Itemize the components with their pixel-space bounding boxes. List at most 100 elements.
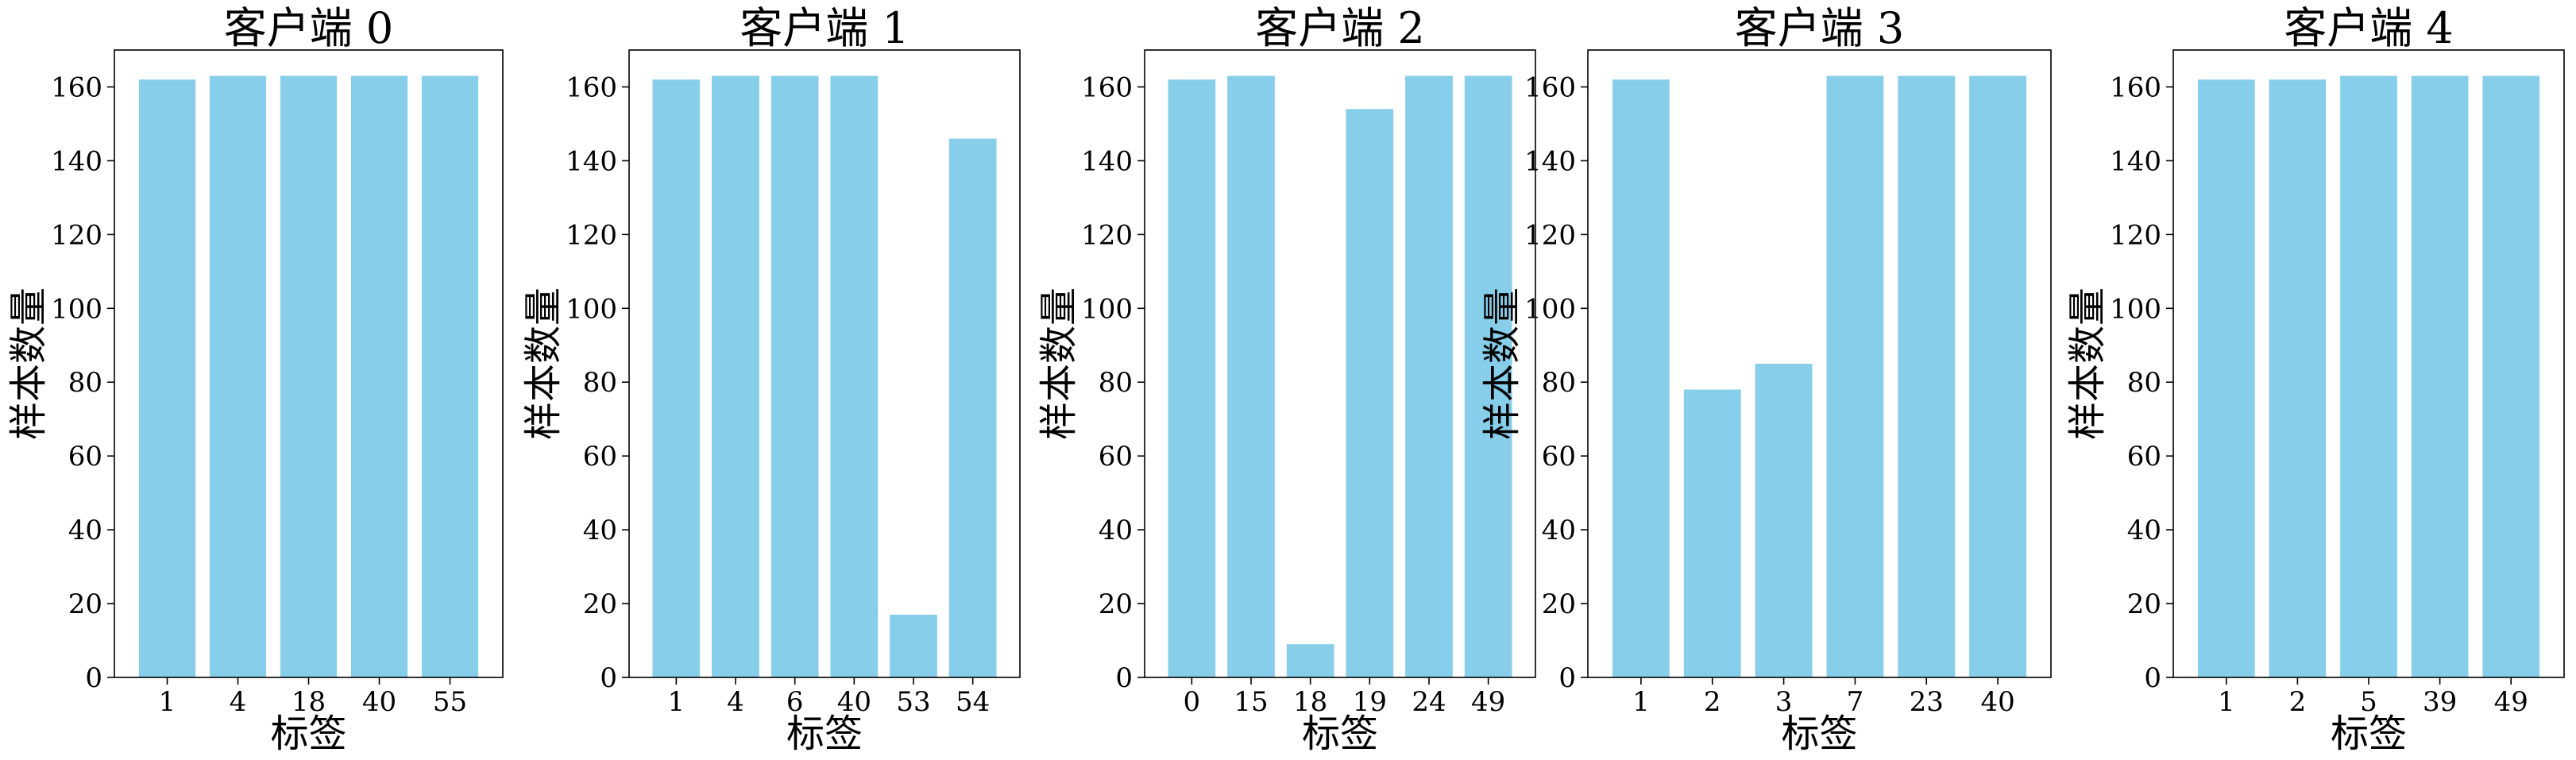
bar	[712, 75, 759, 677]
x-tick-label: 0	[1184, 686, 1201, 718]
y-tick-label: 60	[1099, 441, 1133, 473]
y-tick-label: 140	[566, 145, 617, 177]
y-tick-label: 160	[2110, 71, 2161, 103]
plot-frame	[1587, 49, 2052, 678]
x-tick-label: 4	[727, 686, 744, 718]
chart-panel-4: 0 20 40 60 80 100 120 140 160 1 2 5 39 49 客户端 4 标签 样本数量	[2065, 3, 2565, 756]
plot-frame	[628, 49, 1021, 678]
y-tick-label: 40	[1542, 515, 1576, 546]
y-tick-label: 160	[51, 71, 102, 103]
y-tick-label: 40	[583, 515, 617, 546]
x-tick-label: 40	[362, 686, 396, 718]
bar	[1612, 79, 1670, 678]
x-tick-label: 1	[159, 686, 176, 718]
bar	[948, 138, 997, 677]
y-tick-label: 160	[1524, 71, 1576, 103]
x-axis-label: 标签	[270, 712, 346, 756]
y-tick-label: 80	[1099, 367, 1133, 399]
x-tick-label: 24	[1412, 686, 1446, 718]
y-tick-label: 100	[51, 293, 102, 325]
y-tick-label: 120	[1081, 219, 1133, 251]
plot-frame	[1144, 49, 1536, 678]
bar	[1168, 79, 1216, 678]
bar	[1898, 75, 1956, 677]
y-tick-label: 40	[2127, 515, 2161, 546]
bar	[1464, 75, 1512, 677]
x-tick-label: 15	[1234, 686, 1268, 718]
x-tick-label: 54	[956, 686, 990, 718]
y-tick-label: 40	[1099, 515, 1133, 546]
y-axis-label: 样本数量	[1037, 287, 1081, 440]
y-tick-label: 120	[2110, 219, 2161, 251]
bar	[209, 75, 267, 677]
chart-panel-0: 0 20 40 60 80 100 120 140 160 1 4 18 40 55 客户端 0 标签 样本数量	[6, 3, 504, 756]
y-tick-label: 20	[583, 588, 617, 620]
y-tick-label: 100	[1081, 293, 1133, 325]
x-tick-label: 5	[2360, 686, 2377, 718]
y-axis-label: 样本数量	[2065, 287, 2110, 440]
y-tick-label: 0	[1115, 662, 1133, 694]
y-tick-label: 0	[1558, 662, 1576, 694]
chart-panel-1: 0 20 40 60 80 100 120 140 160 1 4 6 40 53 54 客户端 1 标签 样本数…	[521, 3, 1021, 756]
bar	[2197, 79, 2255, 678]
y-tick-label: 80	[68, 367, 102, 399]
bar	[890, 615, 937, 677]
bar	[1286, 644, 1334, 677]
y-axis-label: 样本数量	[6, 287, 51, 440]
bar	[280, 75, 338, 677]
y-tick-label: 60	[583, 441, 617, 473]
x-tick-label: 40	[837, 686, 871, 718]
bar	[1969, 75, 2027, 677]
y-tick-label: 160	[1081, 71, 1133, 103]
chart-title: 客户端 4	[2284, 3, 2454, 53]
y-tick-label: 140	[2110, 145, 2161, 177]
x-tick-label: 39	[2423, 686, 2457, 718]
y-tick-label: 100	[2110, 293, 2161, 325]
x-tick-label: 2	[2289, 686, 2307, 718]
bar	[770, 75, 819, 677]
y-tick-label: 20	[1099, 588, 1133, 620]
y-tick-label: 140	[1081, 145, 1133, 177]
y-tick-label: 20	[2127, 588, 2161, 620]
y-tick-label: 60	[2127, 441, 2161, 473]
chart-title: 客户端 1	[740, 3, 910, 53]
y-tick-label: 140	[51, 145, 102, 177]
x-tick-label: 53	[896, 686, 930, 718]
x-tick-label: 3	[1775, 686, 1793, 718]
chart-title: 客户端 2	[1255, 3, 1425, 53]
y-tick-label: 120	[566, 219, 617, 251]
y-tick-label: 20	[1542, 588, 1576, 620]
y-tick-label: 120	[51, 219, 102, 251]
y-tick-label: 80	[1542, 367, 1576, 399]
x-tick-label: 1	[668, 686, 686, 718]
y-tick-label: 60	[1542, 441, 1576, 473]
chart-panel-2: 0 20 40 60 80 100 120 140 160 0 15 18 19 24 49 客户端 2 标签 样…	[1037, 3, 1536, 756]
x-tick-label: 18	[1293, 686, 1327, 718]
y-tick-label: 80	[2127, 367, 2161, 399]
y-tick-label: 80	[583, 367, 617, 399]
bar	[1346, 109, 1394, 678]
chart-title: 客户端 3	[1735, 3, 1905, 53]
x-tick-label: 40	[1980, 686, 2014, 718]
x-axis-label: 标签	[2331, 712, 2407, 756]
x-tick-label: 49	[2494, 686, 2528, 718]
y-axis-label: 样本数量	[521, 287, 566, 440]
x-tick-label: 2	[1704, 686, 1721, 718]
y-tick-label: 160	[566, 71, 617, 103]
y-tick-label: 40	[68, 515, 102, 546]
bar	[652, 79, 701, 678]
y-tick-label: 20	[68, 588, 102, 620]
x-tick-label: 1	[2218, 686, 2235, 718]
y-tick-label: 120	[1524, 219, 1576, 251]
bar	[2482, 75, 2540, 677]
x-axis-label: 标签	[786, 712, 863, 756]
bar	[2269, 79, 2327, 678]
bar	[138, 79, 196, 678]
y-tick-label: 100	[566, 293, 617, 325]
x-tick-label: 4	[230, 686, 247, 718]
bar	[2340, 75, 2397, 677]
x-tick-label: 1	[1632, 686, 1650, 718]
bar	[830, 75, 879, 677]
x-tick-label: 55	[433, 686, 467, 718]
